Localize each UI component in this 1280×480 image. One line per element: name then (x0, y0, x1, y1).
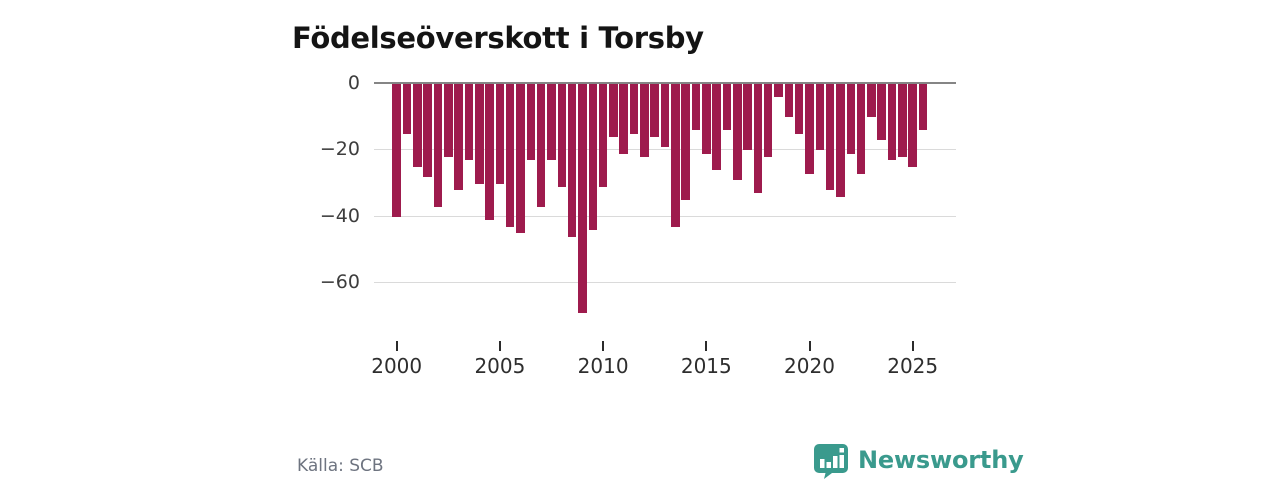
x-tick-2015 (705, 341, 708, 351)
x-tick-2025 (911, 341, 914, 351)
bar-2014-H2 (691, 84, 701, 131)
bar-2009-H2 (588, 84, 598, 230)
bar-2002-H2 (444, 84, 453, 157)
bar-2021-H1 (825, 84, 835, 191)
y-axis-label--40: −40 (319, 204, 360, 227)
x-axis-label-2010: 2010 (577, 354, 629, 378)
bar-2024-H2 (898, 84, 907, 157)
bar-2007-H2 (547, 84, 556, 161)
bar-2016-H2 (733, 84, 742, 181)
bar-2025-H2 (918, 84, 928, 131)
x-axis-label-2000: 2000 (371, 354, 423, 378)
bar-2003-H1 (454, 84, 463, 191)
bar-2020-H2 (815, 84, 825, 151)
bar-2013-H2 (671, 84, 680, 227)
bar-2005-H2 (505, 84, 515, 227)
newsworthy-icon (812, 443, 849, 479)
gridline-y-60 (374, 281, 956, 283)
bar-2019-H1 (784, 84, 794, 118)
bar-2008-H2 (567, 84, 577, 237)
bar-2016-H1 (722, 84, 732, 131)
source-note: Källa: SCB (297, 456, 384, 476)
bar-2001-H2 (423, 84, 432, 177)
bar-2010-H1 (598, 84, 608, 187)
x-axis-label-2020: 2020 (784, 354, 835, 378)
bar-2000-H1 (392, 84, 401, 217)
x-axis-label-2005: 2005 (474, 354, 526, 378)
bar-2025-H1 (908, 84, 917, 167)
bar-2006-H1 (516, 84, 525, 234)
x-axis-label-2015: 2015 (680, 354, 732, 378)
bar-2010-H2 (609, 84, 618, 138)
brand-name: Newsworthy (858, 446, 1024, 474)
bar-2020-H1 (805, 84, 814, 174)
x-axis-label-2025: 2025 (887, 354, 939, 378)
bar-2003-H2 (464, 84, 474, 161)
chart-title: Födelseöverskott i Torsby (292, 21, 704, 56)
bar-2024-H1 (887, 84, 897, 161)
bar-2014-H1 (681, 84, 690, 201)
gridline-y-40 (374, 215, 956, 217)
x-tick-2010 (602, 341, 605, 351)
bar-2021-H2 (836, 84, 845, 197)
bar-2019-H2 (794, 84, 804, 134)
bar-2011-H2 (629, 84, 639, 134)
bar-2018-H2 (774, 84, 783, 98)
bar-2000-H2 (402, 84, 412, 134)
bar-2009-H1 (578, 84, 587, 313)
bar-2007-H1 (536, 84, 546, 207)
bar-2006-H2 (526, 84, 536, 161)
bar-2001-H1 (413, 84, 422, 167)
bar-2017-H2 (753, 84, 763, 194)
brand-logo: Newsworthy (812, 443, 1024, 479)
y-axis-label--20: −20 (319, 138, 360, 161)
gridline-y-20 (374, 149, 956, 151)
bar-2015-H2 (712, 84, 721, 171)
bar-2004-H1 (475, 84, 484, 184)
y-axis-label-0: 0 (347, 72, 360, 94)
x-tick-2020 (808, 341, 811, 351)
bar-2023-H1 (867, 84, 876, 118)
bar-2012-H2 (650, 84, 659, 138)
bar-2004-H2 (485, 84, 494, 220)
x-tick-2005 (498, 341, 501, 351)
y-axis-label--60: −60 (319, 270, 360, 293)
bar-2002-H1 (433, 84, 443, 207)
bar-2022-H2 (856, 84, 866, 174)
bar-2013-H1 (660, 84, 670, 147)
bar-2018-H1 (763, 84, 773, 157)
bar-2015-H1 (702, 84, 711, 154)
bar-2023-H2 (877, 84, 886, 141)
bar-2022-H1 (846, 84, 856, 154)
bar-2017-H1 (743, 84, 752, 151)
bar-2005-H1 (495, 84, 505, 184)
bar-2011-H1 (619, 84, 628, 154)
x-tick-2000 (395, 341, 398, 351)
bar-2012-H1 (640, 84, 649, 157)
zero-axis-line (374, 82, 956, 84)
bar-2008-H1 (557, 84, 567, 187)
